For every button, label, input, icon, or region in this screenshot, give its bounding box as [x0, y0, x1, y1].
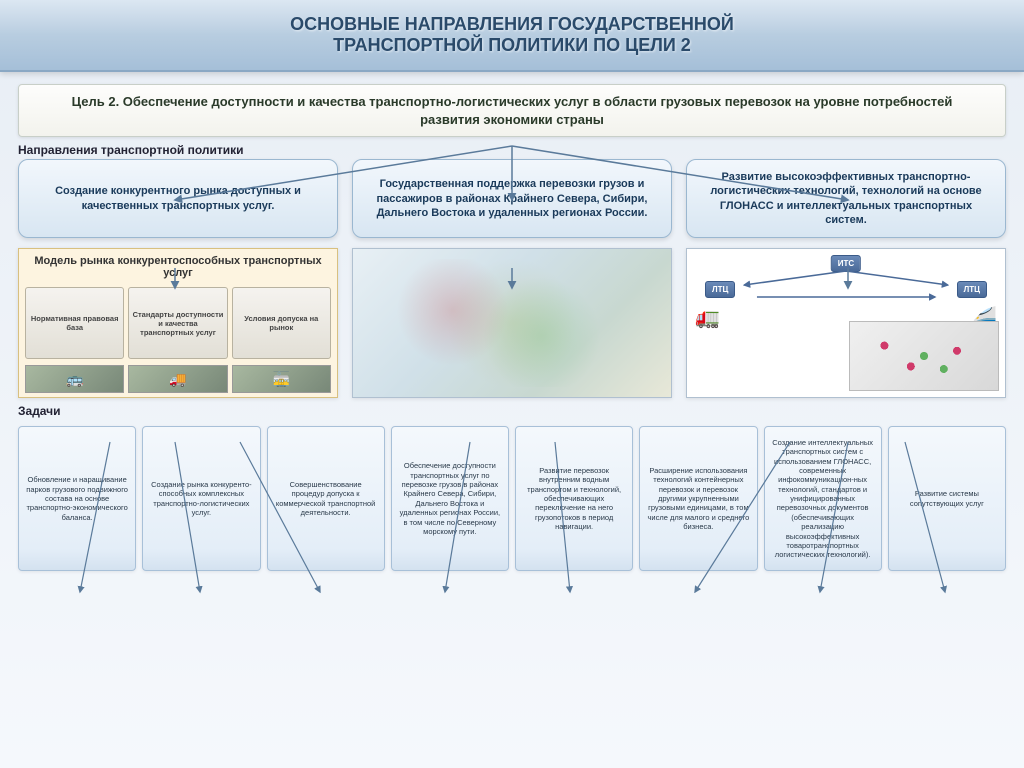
task-4: Обеспечение доступности транспортных усл…	[391, 426, 509, 571]
task-7: Создание интеллектуальных транспортных с…	[764, 426, 882, 571]
task-2: Создание рынка конкуренто-способных комп…	[142, 426, 260, 571]
vehicle-thumbs: 🚌 🚚 🚋	[19, 365, 337, 397]
model-sub-3-text: Условия допуска на рынок	[235, 314, 328, 332]
title-line-1: ОСНОВНЫЕ НАПРАВЛЕНИЯ ГОСУДАРСТВЕННОЙ	[20, 14, 1004, 35]
task-7-text: Создание интеллектуальных транспортных с…	[770, 438, 876, 560]
model-sub-3: Условия допуска на рынок	[232, 287, 331, 359]
page-title: ОСНОВНЫЕ НАПРАВЛЕНИЯ ГОСУДАРСТВЕННОЙ ТРА…	[0, 0, 1024, 72]
tram-icon: 🚋	[232, 365, 331, 393]
direction-2-text: Государственная поддержка перевозки груз…	[365, 177, 659, 220]
goal-box: Цель 2. Обеспечение доступности и качест…	[18, 84, 1006, 137]
direction-1: Создание конкурентного рынка доступных и…	[18, 159, 338, 238]
title-line-2: ТРАНСПОРТНОЙ ПОЛИТИКИ ПО ЦЕЛИ 2	[20, 35, 1004, 56]
model-subs: Нормативная правовая база Стандарты дост…	[19, 287, 337, 365]
model-panel: Модель рынка конкурентоспособных транспо…	[18, 248, 338, 398]
directions-label: Направления транспортной политики	[18, 143, 1024, 157]
task-5: Развитие перевозок внутренним водным тра…	[515, 426, 633, 571]
illustration-row: Модель рынка конкурентоспособных транспо…	[0, 248, 1024, 398]
task-3: Совершенствование процедур допуска к ком…	[267, 426, 385, 571]
model-sub-2: Стандарты доступности и качества транспо…	[128, 287, 227, 359]
model-sub-1-text: Нормативная правовая база	[28, 314, 121, 332]
task-2-text: Создание рынка конкуренто-способных комп…	[148, 480, 254, 518]
task-1: Обновление и наращивание парков грузовог…	[18, 426, 136, 571]
direction-3-text: Развитие высокоэффективных транспортно-л…	[699, 170, 993, 227]
truck-icon: 🚚	[128, 365, 227, 393]
task-8-text: Развитие системы сопутствующих услуг	[894, 489, 1000, 508]
tech-panel: ИТС ЛТЦ ЛТЦ 🚛 🚄	[686, 248, 1006, 398]
model-sub-1: Нормативная правовая база	[25, 287, 124, 359]
model-title: Модель рынка конкурентоспособных транспо…	[19, 249, 337, 287]
tech-network-map	[849, 321, 999, 391]
task-4-text: Обеспечение доступности транспортных усл…	[397, 461, 503, 536]
bus-icon: 🚌	[25, 365, 124, 393]
direction-2: Государственная поддержка перевозки груз…	[352, 159, 672, 238]
task-8: Развитие системы сопутствующих услуг	[888, 426, 1006, 571]
task-3-text: Совершенствование процедур допуска к ком…	[273, 480, 379, 518]
directions-row: Создание конкурентного рынка доступных и…	[0, 159, 1024, 238]
truck2-icon: 🚛	[695, 305, 720, 330]
direction-1-text: Создание конкурентного рынка доступных и…	[31, 184, 325, 213]
tasks-row: Обновление и наращивание парков грузовог…	[0, 426, 1024, 571]
direction-3: Развитие высокоэффективных транспортно-л…	[686, 159, 1006, 238]
map-panel	[352, 248, 672, 398]
task-6-text: Расширение использования технологий конт…	[645, 466, 751, 532]
model-sub-2-text: Стандарты доступности и качества транспо…	[131, 310, 224, 337]
goal-text: Цель 2. Обеспечение доступности и качест…	[72, 94, 953, 127]
tasks-label: Задачи	[18, 404, 1024, 418]
task-6: Расширение использования технологий конт…	[639, 426, 757, 571]
task-5-text: Развитие перевозок внутренним водным тра…	[521, 466, 627, 532]
task-1-text: Обновление и наращивание парков грузовог…	[24, 475, 130, 522]
